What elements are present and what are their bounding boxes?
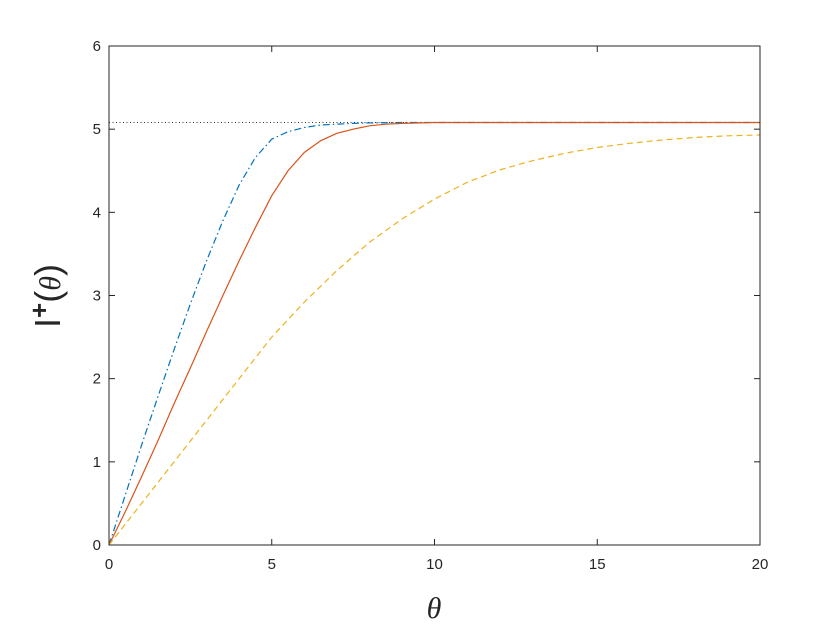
y-tick-label: 0 — [93, 537, 101, 554]
y-tick-label: 3 — [93, 288, 101, 305]
x-tick-label: 15 — [589, 556, 606, 573]
x-tick-label: 0 — [105, 556, 113, 573]
y-tick-label: 2 — [93, 371, 101, 388]
x-tick-label: 10 — [426, 556, 443, 573]
x-tick-label: 5 — [268, 556, 276, 573]
plot-area — [108, 121, 761, 546]
y-axis-label-paren-open: ( — [27, 291, 68, 303]
y-tick-label: 4 — [93, 204, 101, 221]
x-tick-label: 20 — [752, 556, 769, 573]
series-line-2 — [108, 121, 760, 546]
x-axis-label: θ — [427, 592, 442, 625]
y-tick-label: 1 — [93, 454, 101, 471]
y-axis-label-sup: + — [24, 303, 54, 318]
ticks: 0 5 10 15 20 0 1 2 3 4 5 6 — [93, 38, 769, 573]
y-tick-label: 6 — [93, 38, 101, 55]
y-axis-label-base: I — [27, 318, 68, 328]
series-line-3 — [108, 134, 761, 546]
y-axis-label-paren-close: ) — [27, 264, 68, 276]
y-tick-label: 5 — [93, 121, 101, 138]
y-axis-label-var: θ — [34, 276, 67, 291]
series-line-1 — [108, 121, 760, 546]
y-axis-label: I+(θ) — [24, 264, 68, 328]
